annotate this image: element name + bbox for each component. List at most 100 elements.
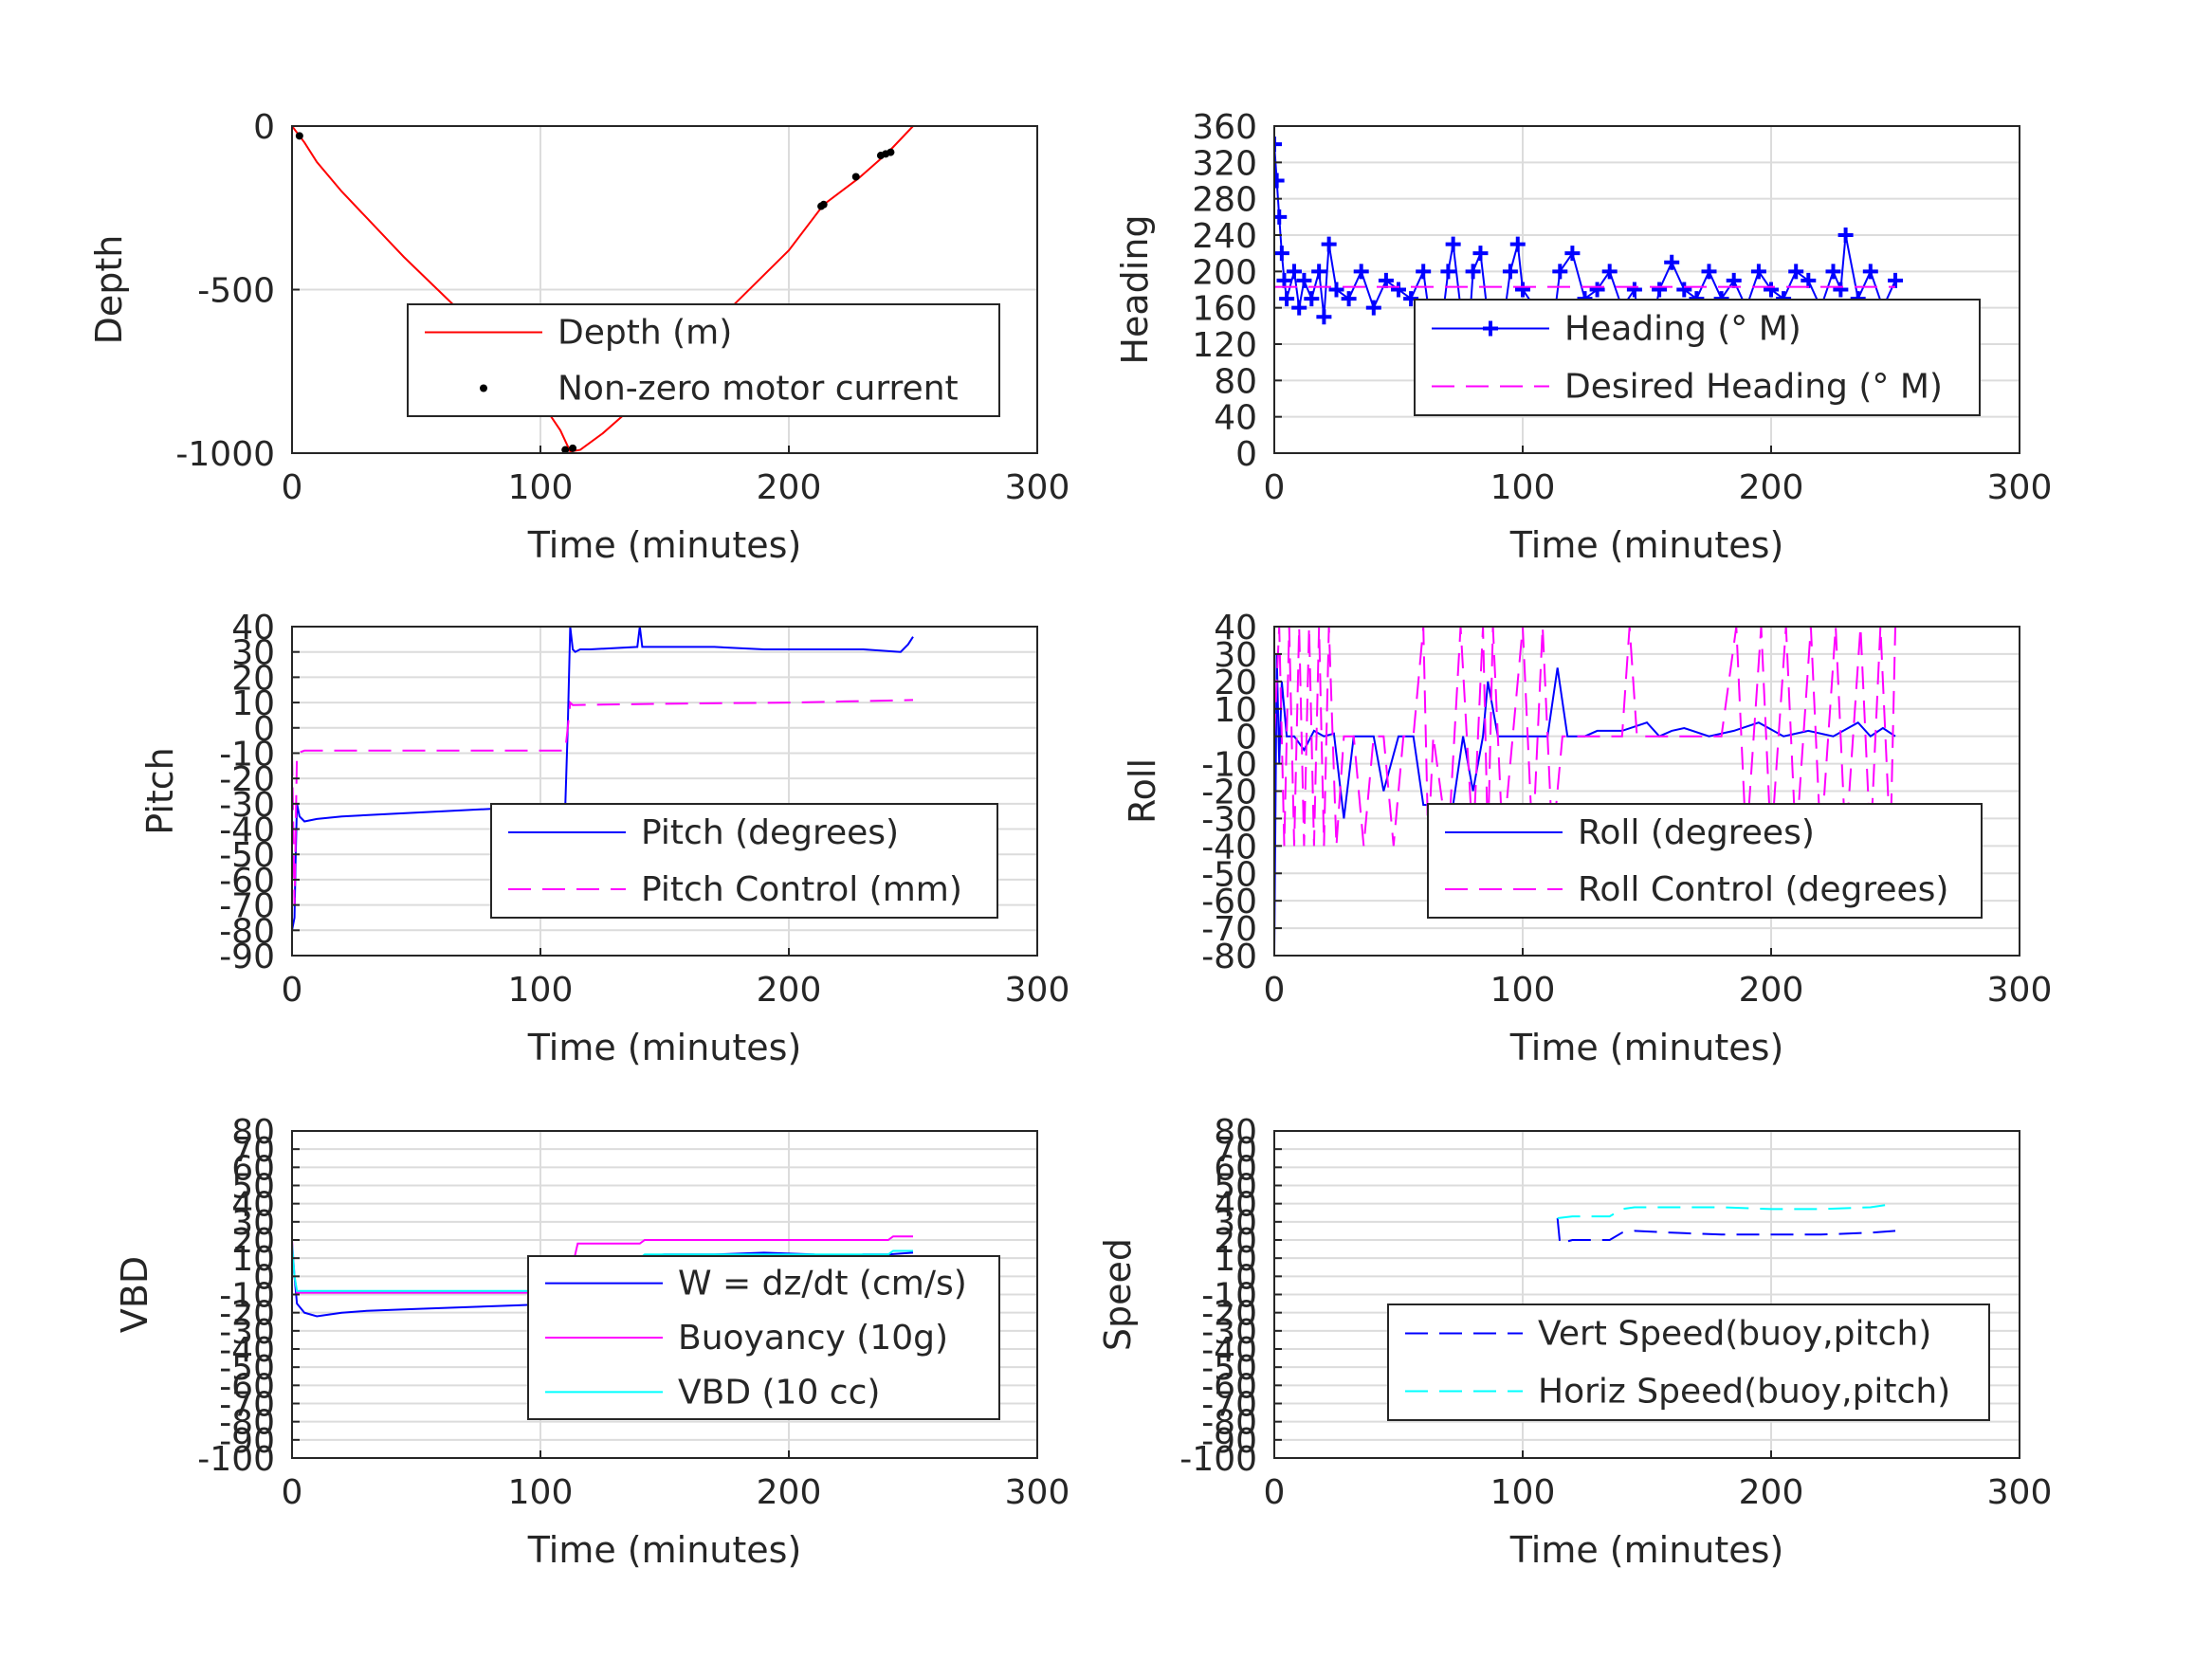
y-tick-label: -40 — [1201, 1331, 1257, 1370]
y-tick-label: 30 — [231, 1204, 275, 1243]
heading-point — [1328, 282, 1344, 298]
y-tick-label: 10 — [231, 1240, 275, 1279]
y-axis-label: Heading — [1114, 214, 1156, 364]
x-tick-label: 200 — [1739, 971, 1804, 1010]
heading-point — [1304, 291, 1320, 307]
heading-point — [1311, 264, 1327, 280]
y-tick-label: 60 — [1214, 1149, 1257, 1188]
y-tick-label: -10 — [219, 1277, 275, 1316]
y-tick-label: 0 — [1235, 435, 1257, 474]
y-tick-label: -40 — [1201, 828, 1257, 866]
y-tick-label: 320 — [1192, 144, 1257, 183]
x-tick-label: 200 — [757, 468, 822, 507]
heading-point — [1465, 264, 1481, 280]
y-tick-label: -10 — [1201, 746, 1257, 785]
heading-point — [1601, 264, 1618, 280]
heading-point — [1626, 282, 1642, 298]
plot-frame — [291, 626, 1038, 957]
series-group — [1556, 1202, 1896, 1246]
legend: Vert Speed(buoy,pitch) Horiz Speed(buoy,p… — [1387, 1304, 1990, 1421]
heading-point — [1291, 300, 1307, 316]
x-tick-label: 300 — [1987, 1473, 2053, 1512]
y-tick-label: 360 — [1192, 108, 1257, 147]
heading-point — [1472, 246, 1489, 262]
x-tick-label: 100 — [508, 971, 574, 1010]
heading-point — [1788, 264, 1804, 280]
x-axis-label: Time (minutes) — [527, 1027, 802, 1068]
heading-point — [1274, 209, 1288, 225]
y-tick-label: 0 — [253, 108, 275, 147]
y-tick-label: 280 — [1192, 181, 1257, 220]
y-tick-label: 0 — [1235, 719, 1257, 757]
x-tick-label: 100 — [1490, 468, 1556, 507]
y-tick-label: -50 — [1201, 1349, 1257, 1388]
panel-vbd: 0 100 200 300-100-90-80-70-60-50-40-30-20-1… — [114, 1113, 1069, 1571]
heading-point — [1888, 272, 1903, 288]
y-tick-label: 50 — [1214, 1168, 1257, 1207]
legend-label: Vert Speed(buoy,pitch) — [1538, 1315, 1931, 1354]
legend-marker — [480, 384, 487, 392]
motor-current-point — [569, 444, 577, 452]
y-tick-label: 40 — [1214, 399, 1257, 438]
legend-label: Heading (° M) — [1564, 310, 1801, 349]
heading-point — [1509, 236, 1526, 252]
x-tick-label: 300 — [1005, 971, 1070, 1010]
y-tick-label: -30 — [219, 786, 275, 825]
x-tick-label: 0 — [282, 468, 303, 507]
y-tick-label: -80 — [1201, 1404, 1257, 1443]
y-tick-label: 30 — [231, 634, 275, 673]
x-tick-label: 0 — [1264, 468, 1286, 507]
y-tick-label: -90 — [219, 938, 275, 976]
x-tick-label: 300 — [1987, 468, 2053, 507]
legend-box — [407, 303, 1000, 417]
heading-point — [1589, 282, 1605, 298]
heading-point — [1286, 264, 1302, 280]
heading-point — [1416, 264, 1432, 280]
heading-point — [1378, 272, 1394, 288]
y-axis-label: Speed — [1097, 1238, 1139, 1351]
panel-roll: 0 100 200 300-80-70-60-50-40-30-20-10010203… — [1122, 609, 2052, 1068]
series-line-1 — [1557, 1202, 1896, 1219]
heading-point — [1701, 264, 1717, 280]
x-axis-label: Time (minutes) — [1509, 1529, 1784, 1571]
y-tick-label: 80 — [1214, 1113, 1257, 1152]
motor-current-point — [561, 446, 570, 453]
motor-current-point — [887, 148, 895, 156]
y-tick-label: -60 — [1201, 1367, 1257, 1406]
x-tick-label: 100 — [508, 468, 574, 507]
y-tick-label: 30 — [1214, 636, 1257, 675]
x-tick-label: 200 — [757, 1473, 822, 1512]
motor-current-point — [819, 200, 828, 209]
y-tick-label: -1000 — [175, 435, 275, 474]
heading-point — [1316, 309, 1332, 325]
legend: Pitch (degrees) Pitch Control (mm) — [490, 803, 998, 919]
y-tick-label: -30 — [219, 1313, 275, 1352]
x-tick-label: 0 — [282, 1473, 303, 1512]
panel-heading: 0 100 200 30004080120160200240280320360Time… — [1114, 108, 2052, 566]
y-tick-label: 0 — [253, 710, 275, 749]
legend-box — [490, 803, 998, 919]
y-tick-label: -30 — [1201, 1313, 1257, 1352]
heading-point — [1279, 291, 1295, 307]
y-tick-label: 30 — [1214, 1204, 1257, 1243]
heading-point — [1365, 300, 1381, 316]
y-tick-label: -40 — [219, 811, 275, 850]
y-tick-label: -100 — [1179, 1440, 1257, 1479]
legend-marker — [1483, 320, 1498, 337]
y-tick-label: 70 — [231, 1131, 275, 1170]
series-line-0 — [1556, 1217, 1896, 1246]
y-tick-label: 240 — [1192, 217, 1257, 256]
y-tick-label: -80 — [219, 1404, 275, 1443]
heading-point — [1837, 228, 1854, 243]
y-tick-label: 20 — [231, 659, 275, 698]
heading-point — [1445, 236, 1461, 252]
heading-point — [1274, 137, 1282, 153]
y-tick-label: -80 — [219, 912, 275, 951]
y-tick-label: 0 — [253, 1258, 275, 1297]
series-line-0 — [292, 627, 914, 931]
y-tick-label: -50 — [219, 1349, 275, 1388]
y-tick-label: 20 — [1214, 664, 1257, 702]
heading-point — [1515, 282, 1530, 298]
legend-label: W = dz/dt (cm/s) — [678, 1265, 967, 1304]
